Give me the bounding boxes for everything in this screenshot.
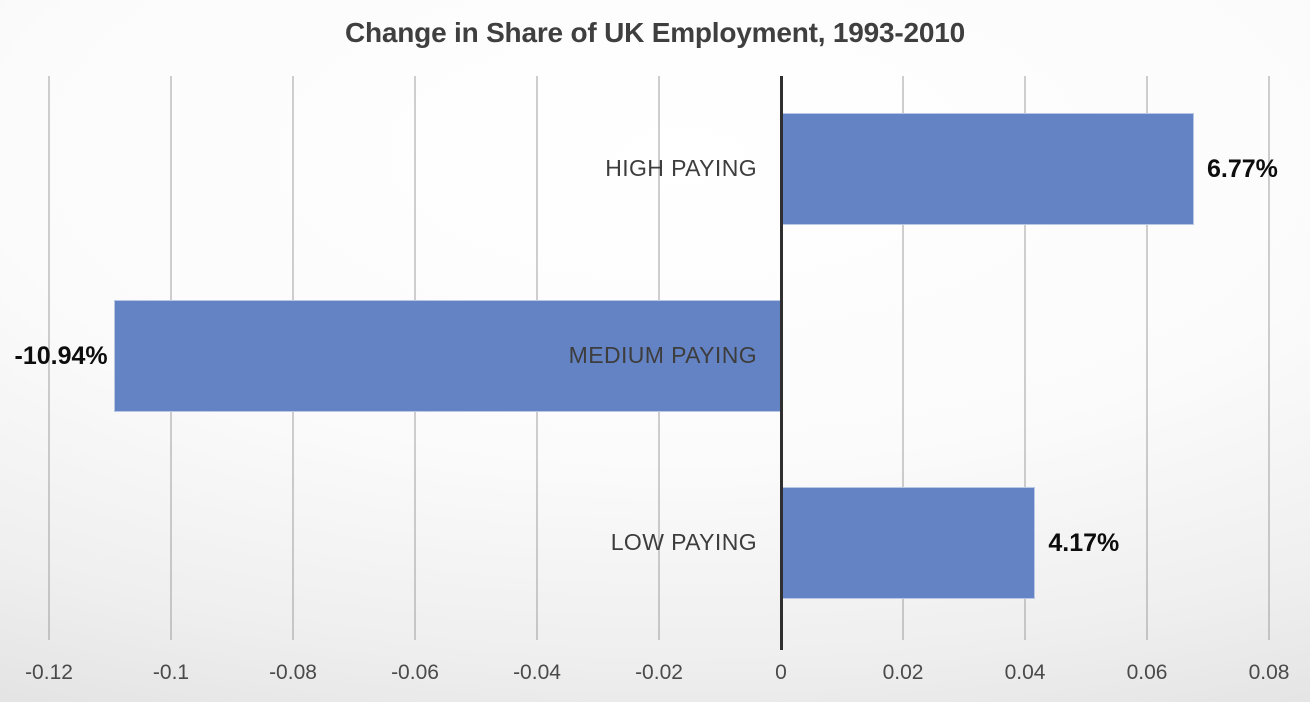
gridline--0.12: [48, 76, 50, 640]
x-tick-label--0.04: -0.04: [513, 661, 561, 684]
x-tick-label-0.06: 0.06: [1126, 661, 1168, 684]
data-label-low-paying: 4.17%: [1048, 528, 1120, 557]
x-tick-label--0.02: -0.02: [635, 661, 683, 684]
zero-axis-line: [780, 76, 783, 650]
gridline-0.06: [1146, 76, 1148, 640]
x-tick-label-0.04: 0.04: [1004, 661, 1046, 684]
x-tick-label-0.02: 0.02: [882, 661, 924, 684]
bar-low-paying: [781, 486, 1036, 599]
category-label-low-paying: LOW PAYING: [610, 528, 757, 555]
category-label-medium-paying: MEDIUM PAYING: [568, 342, 757, 368]
x-tick-label--0.08: -0.08: [269, 661, 317, 684]
gridline-0.02: [902, 76, 904, 640]
x-tick-label-0: 0: [775, 661, 787, 684]
x-tick-label-0.08: 0.08: [1248, 661, 1290, 684]
x-tick-label--0.12: -0.12: [25, 661, 73, 684]
data-label-high-paying: 6.77%: [1206, 155, 1278, 184]
category-label-high-paying: HIGH PAYING: [605, 155, 757, 182]
x-tick-label--0.1: -0.1: [152, 661, 190, 684]
gridline-0.08: [1268, 76, 1270, 640]
x-tick-label--0.06: -0.06: [391, 661, 439, 684]
data-label-medium-paying: -10.94%: [14, 342, 108, 370]
bar-high-paying: [781, 113, 1194, 226]
chart-title: Change in Share of UK Employment, 1993-2…: [344, 17, 966, 48]
gridline-0.04: [1024, 76, 1026, 640]
